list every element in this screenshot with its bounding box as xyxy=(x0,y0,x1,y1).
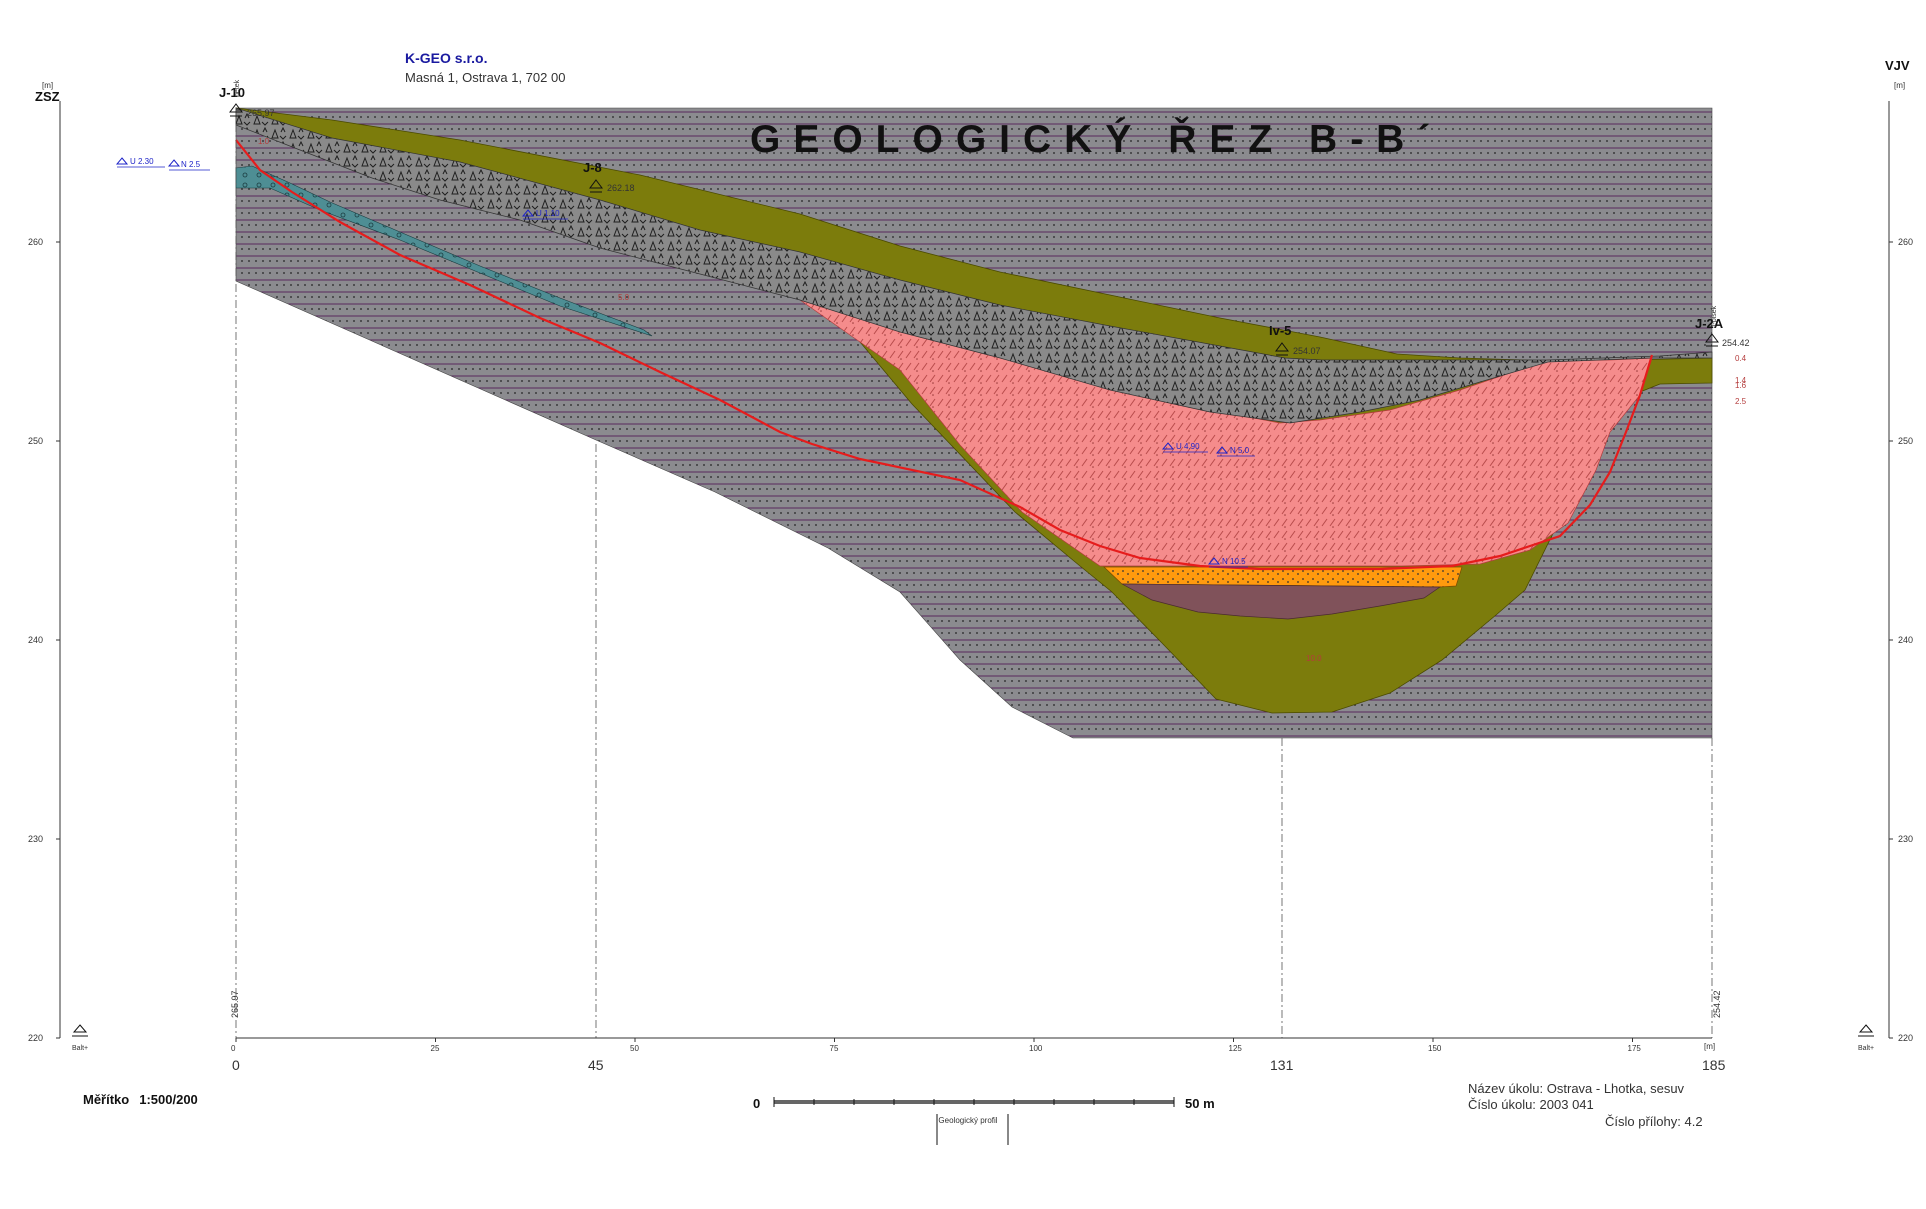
left-elevation-axis: ZSZ [m] 260 250 240 230 220 xyxy=(28,81,61,1043)
borehole-j2a-note: J-pisek xyxy=(1711,305,1718,328)
left-unit-label: [m] xyxy=(42,81,53,90)
distance-tick-label: 175 xyxy=(1628,1044,1642,1053)
borehole-iv5-dist: 131 xyxy=(1270,1057,1294,1073)
water-level-marker: U 2.30 xyxy=(115,157,165,168)
task-number: Číslo úkolu: 2003 041 xyxy=(1468,1097,1594,1112)
depth-marks: 0.4 1.4 1.6 2.5 1.0 5.0 10.0 xyxy=(258,137,1747,663)
scale-bar: 0 50 m xyxy=(753,1096,1215,1145)
slip-surface-line xyxy=(235,139,1654,571)
borehole-j8-id: J-8 xyxy=(583,160,602,175)
distance-tick-label: 150 xyxy=(1428,1044,1442,1053)
water-level-label: U 4.90 xyxy=(1176,442,1200,451)
right-unit-label: [m] xyxy=(1894,81,1905,90)
j2a-bottom-label: 254.42 xyxy=(1712,990,1722,1018)
left-tick-group: 260 250 240 230 220 xyxy=(28,237,60,1043)
scale-bar-end: 50 m xyxy=(1185,1096,1215,1111)
water-level-marker: N 2.5 xyxy=(167,159,210,171)
borehole-j2a-dist: 185 xyxy=(1702,1057,1726,1073)
depth-mark: 1.6 xyxy=(1735,381,1747,390)
right-elevation-axis: VJV [m] 260 250 240 230 220 xyxy=(1885,58,1913,1043)
page-title: GEOLOGICKÝ ŘEZ B-B´ xyxy=(750,118,1444,161)
datum-left: Balt+ xyxy=(72,1024,88,1052)
water-level-label: U 1.10 xyxy=(536,209,560,218)
water-level-label: N 2.5 xyxy=(181,160,201,169)
j10-bottom-label: 265.97 xyxy=(230,990,240,1018)
left-direction-label: ZSZ xyxy=(35,89,60,104)
water-level-marker: U 1.10 xyxy=(521,209,568,220)
borehole-j10[interactable]: J-10 pětek 265.97 0 xyxy=(219,79,275,1073)
depth-mark: 5.0 xyxy=(618,293,630,302)
profile-label: Geologický profil xyxy=(938,1116,998,1125)
elevation-tick-label: 260 xyxy=(28,237,43,247)
right-direction-label: VJV xyxy=(1885,58,1910,73)
elevation-tick-label: 240 xyxy=(1898,635,1913,645)
datum-left-label: Balt+ xyxy=(72,1045,88,1052)
distance-tick-group: 0 25 50 75 100 125 150 175 xyxy=(231,1038,1641,1053)
distance-axis: 0 25 50 75 100 125 150 175 [m] xyxy=(231,1037,1715,1053)
borehole-j8-elev: 262.18 xyxy=(607,183,635,193)
scale-label: Měřítko xyxy=(83,1092,130,1107)
borehole-j10-id: J-10 xyxy=(219,85,245,100)
elevation-tick-label: 230 xyxy=(28,834,43,844)
elevation-tick-label: 250 xyxy=(1898,436,1913,446)
distance-tick-label: 50 xyxy=(630,1044,639,1053)
borehole-iv5[interactable]: Iv-5 254.07 131 xyxy=(1269,323,1321,1073)
elevation-tick-label: 230 xyxy=(1898,834,1913,844)
borehole-j2a-id: J-2A xyxy=(1695,316,1724,331)
distance-tick-label: 25 xyxy=(431,1044,440,1053)
layers xyxy=(235,107,1713,739)
distance-tick-label: 125 xyxy=(1229,1044,1243,1053)
depth-mark: 2.5 xyxy=(1735,397,1747,406)
borehole-j2a[interactable]: J-2A J-pisek 254.42 185 xyxy=(1695,305,1750,1073)
elevation-tick-label: 250 xyxy=(28,436,43,446)
borehole-j10-dist: 0 xyxy=(232,1057,240,1073)
borehole-j10-note: pětek xyxy=(234,79,241,97)
water-level-label: N 5.0 xyxy=(1230,446,1250,455)
water-level-marker: N 5.0 xyxy=(1215,446,1255,457)
borehole-iv5-elev: 254.07 xyxy=(1293,346,1321,356)
layer-sand xyxy=(235,165,653,337)
borehole-iv5-id: Iv-5 xyxy=(1269,323,1291,338)
company-address: Masná 1, Ostrava 1, 702 00 xyxy=(405,70,566,85)
water-level-marker: U 4.90 xyxy=(1161,442,1208,453)
datum-right: Balt+ xyxy=(1858,1024,1874,1052)
depth-mark: 0.4 xyxy=(1735,354,1747,363)
scale-bar-start: 0 xyxy=(753,1096,760,1111)
scale-value: 1:500/200 xyxy=(139,1092,198,1107)
depth-mark: 1.0 xyxy=(258,137,270,146)
datum-right-label: Balt+ xyxy=(1858,1045,1874,1052)
layer-organic xyxy=(1121,583,1442,620)
distance-unit-label: [m] xyxy=(1704,1042,1715,1051)
distance-tick-label: 100 xyxy=(1029,1044,1043,1053)
right-tick-group: 260 250 240 230 220 xyxy=(1889,237,1913,1043)
depth-mark: 10.0 xyxy=(1306,654,1322,663)
layer-fill xyxy=(235,107,1713,424)
scale-info: Měřítko 1:500/200 xyxy=(83,1092,198,1107)
depth-mark: 1.4 xyxy=(1735,376,1747,385)
elevation-tick-label: 260 xyxy=(1898,237,1913,247)
water-level-marker: N 10.5 xyxy=(1207,557,1248,568)
borehole-j8-dist: 45 xyxy=(588,1057,604,1073)
borehole-j10-elev: 265.97 xyxy=(247,108,275,118)
water-level-label: N 10.5 xyxy=(1222,557,1246,566)
borehole-j2a-elev: 254.42 xyxy=(1722,338,1750,348)
water-level-label: U 2.30 xyxy=(130,157,154,166)
elevation-tick-label: 240 xyxy=(28,635,43,645)
task-name: Název úkolu: Ostrava - Lhotka, sesuv xyxy=(1468,1081,1685,1096)
distance-tick-label: 0 xyxy=(231,1044,236,1053)
water-levels: U 2.30 N 2.5 U 1.10 U 4.90 N 5.0 N 10.5 xyxy=(115,157,1255,568)
company-name: K-GEO s.r.o. xyxy=(405,50,488,66)
distance-tick-label: 75 xyxy=(830,1044,839,1053)
borehole-lines xyxy=(235,108,1713,1038)
elevation-tick-label: 220 xyxy=(1898,1033,1913,1043)
attachment-number: Číslo přílohy: 4.2 xyxy=(1605,1114,1703,1129)
elevation-tick-label: 220 xyxy=(28,1033,43,1043)
borehole-j8[interactable]: J-8 262.18 45 xyxy=(583,160,635,1073)
